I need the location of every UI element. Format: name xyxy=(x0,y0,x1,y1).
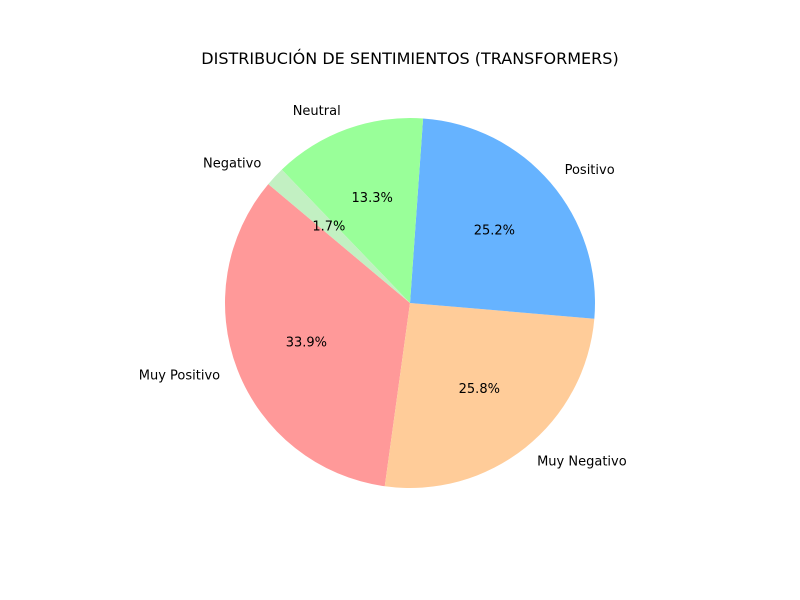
slice-label: Neutral xyxy=(293,104,341,119)
slice-percent-label: 33.9% xyxy=(286,335,327,350)
pie-slice-positivo xyxy=(410,118,595,319)
slice-label: Muy Positivo xyxy=(139,369,220,384)
slice-label: Muy Negativo xyxy=(537,454,627,469)
pie-slice-muy-positivo xyxy=(224,184,410,487)
chart-title: DISTRIBUCIÓN DE SENTIMIENTOS (TRANSFORME… xyxy=(201,49,618,68)
slice-percent-label: 25.8% xyxy=(459,382,500,397)
labels-group: Muy Positivo 33.9% Muy Negativo 25.8% Positi… xyxy=(139,104,627,469)
slice-percent-label: 1.7% xyxy=(312,220,345,235)
slice-percent-label: 25.2% xyxy=(474,223,515,238)
slices-group xyxy=(224,117,595,488)
pie-slice-neutral xyxy=(281,117,424,303)
slice-percent-label: 13.3% xyxy=(352,191,393,206)
pie-slice-negativo xyxy=(268,169,410,303)
pie-slice-muy-negativo xyxy=(384,303,595,488)
slice-label: Negativo xyxy=(203,157,261,172)
slice-label: Positivo xyxy=(565,163,615,178)
